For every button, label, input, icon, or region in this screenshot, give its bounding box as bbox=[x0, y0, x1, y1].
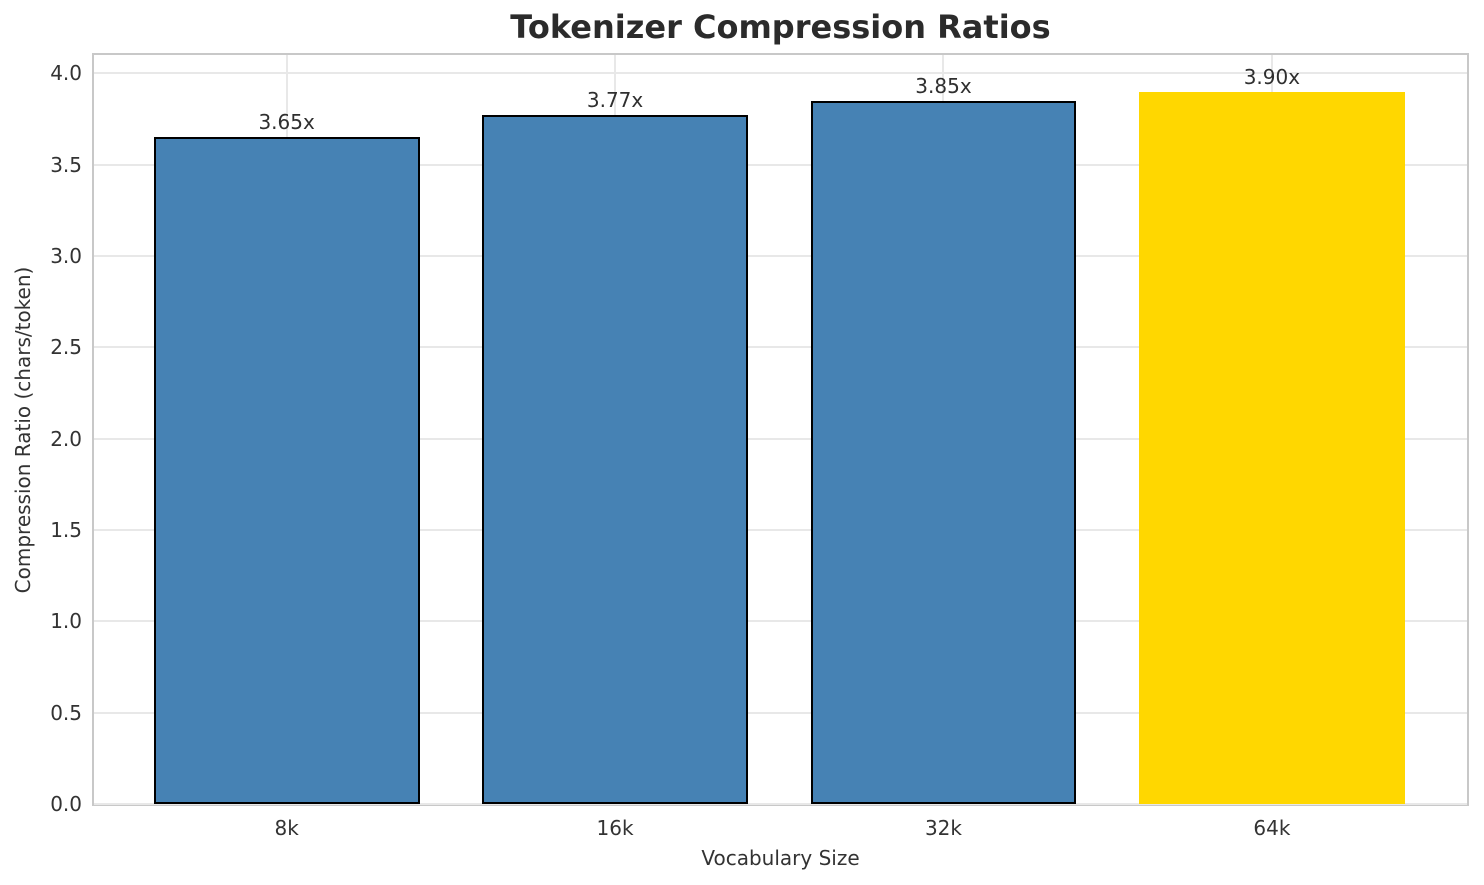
x-tick-label: 8k bbox=[274, 816, 299, 840]
bar-value-label: 3.85x bbox=[915, 73, 972, 98]
bar-value-label: 3.77x bbox=[586, 88, 644, 113]
h-gridline bbox=[94, 711, 1467, 714]
x-tick-label: 32k bbox=[924, 816, 962, 840]
bar-8k bbox=[153, 137, 420, 804]
y-tick-label: 2.0 bbox=[50, 426, 82, 451]
h-gridline bbox=[94, 346, 1467, 349]
h-gridline bbox=[94, 803, 1467, 805]
bar-value-label: 3.90x bbox=[1243, 64, 1301, 89]
y-tick-label: 3.0 bbox=[50, 243, 82, 268]
y-tick-label: 2.5 bbox=[50, 335, 82, 360]
h-gridline bbox=[94, 528, 1467, 531]
bar-16k bbox=[482, 115, 749, 804]
y-tick-label: 4.0 bbox=[50, 61, 82, 86]
bar-64k bbox=[1138, 91, 1405, 804]
y-tick-label: 1.0 bbox=[50, 609, 82, 634]
y-tick-label: 3.5 bbox=[50, 152, 82, 177]
x-axis-label: Vocabulary Size bbox=[701, 846, 860, 870]
x-tick-label: 64k bbox=[1253, 816, 1291, 840]
bar-32k bbox=[810, 100, 1077, 804]
plot-area: 3.65x 3.77x 3.85x 3.90x bbox=[92, 53, 1469, 806]
h-gridline bbox=[94, 163, 1467, 166]
y-tick-label: 1.5 bbox=[50, 517, 82, 542]
y-tick-label: 0.0 bbox=[50, 792, 82, 816]
chart-title: Tokenizer Compression Ratios bbox=[510, 8, 1051, 46]
h-gridline bbox=[94, 437, 1467, 440]
x-tick-label: 16k bbox=[596, 816, 634, 840]
h-gridline bbox=[94, 620, 1467, 623]
y-tick-label: 0.5 bbox=[50, 700, 82, 725]
bar-value-label: 3.65x bbox=[258, 110, 315, 135]
h-gridline bbox=[94, 72, 1467, 75]
h-gridline bbox=[94, 254, 1467, 257]
